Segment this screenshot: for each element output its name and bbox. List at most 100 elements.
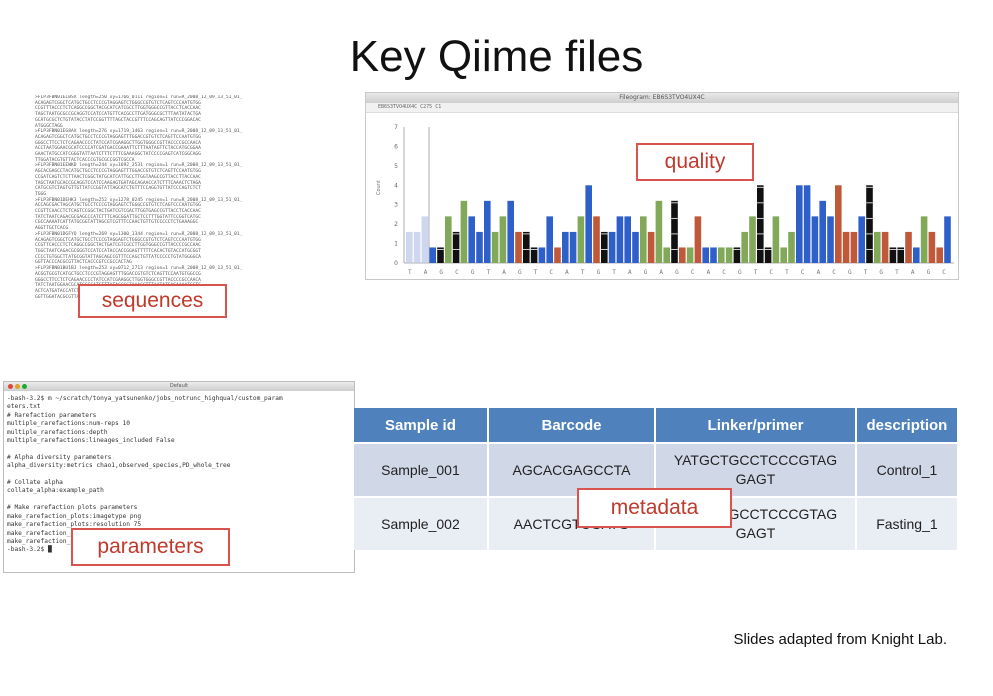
quality-bar: [897, 247, 904, 263]
chromatogram-window: Fileogram: EB6S3TVO4UX4C EB6S3TVO4UX4C C…: [365, 92, 959, 280]
base-call-label: T: [754, 269, 758, 276]
base-call-label: A: [565, 269, 569, 276]
quality-bar: [484, 200, 491, 263]
close-dot-icon[interactable]: [8, 384, 13, 389]
base-call-label: G: [848, 269, 852, 276]
sequence-line: TATCTAATCAGACGCGAGCCCATCTTTCAGCGGATTGCTC…: [35, 214, 201, 220]
base-call-label: C: [769, 269, 773, 276]
sequence-line: ACCAGCGACTAGCATGCTGCCTCCCGTAGGAGTCTGGGCC…: [35, 203, 201, 209]
credit-text: Slides adapted from Knight Lab.: [733, 631, 947, 648]
terminal-line: eters.txt: [7, 403, 41, 411]
zoom-dot-icon[interactable]: [22, 384, 27, 389]
terminal-line: multiple_rarefactions:depth: [7, 428, 108, 436]
quality-bar: [593, 216, 600, 263]
quality-bar: [913, 247, 920, 263]
base-call-label: C: [942, 269, 946, 276]
quality-bar: [413, 231, 421, 263]
base-call-label: A: [424, 269, 428, 276]
quality-bar: [718, 247, 725, 263]
base-call-label: A: [502, 269, 506, 276]
cell-sample-id: Sample_002: [354, 496, 489, 550]
sequence-line: AGGTTGCTCACG: [35, 226, 69, 232]
quality-bar: [827, 216, 834, 263]
quality-bar: [928, 231, 936, 263]
base-call-label: G: [644, 269, 648, 276]
sequence-line: TGGCTAATCAGACGCGGGTCCATCCATACCACCGGAGTTT…: [35, 248, 201, 254]
sequence-line: TAGCTAATGCGCCGCAGGTCCATCCATGTTCACGCCTTGA…: [35, 112, 201, 118]
base-call-label: A: [628, 269, 632, 276]
quality-bar: [772, 216, 780, 263]
base-call-label: G: [879, 269, 883, 276]
quality-bar: [663, 247, 670, 263]
sequence-line: >FLP3FBN01BU1BJ length=253 xy=0712_2713 …: [35, 266, 243, 272]
base-call-label: G: [738, 269, 742, 276]
y-tick-label: 6: [394, 143, 398, 150]
quality-bar: [796, 185, 803, 263]
sequence-line: ACAGAGTCGGCTCATGCTGCCTCCCGTAGGAGTCTGGGCC…: [35, 237, 201, 243]
base-call-label: G: [439, 269, 443, 276]
quality-label: quality: [636, 143, 754, 181]
table-header-row: Sample id Barcode Linker/primer descript…: [354, 408, 957, 443]
quality-bar: [694, 216, 702, 263]
quality-bar: [445, 216, 452, 263]
header-description: description: [855, 408, 957, 443]
slide-title: Key Qiime files: [349, 32, 644, 81]
terminal-line: make_rarefaction_plots:imagetype png: [7, 512, 142, 520]
quality-bar: [608, 231, 616, 263]
terminal-output: -bash-3.2$ m ~/scratch/tonya_yatsunenko/…: [4, 391, 354, 559]
y-tick-label: 3: [394, 202, 398, 209]
sequence-line: TGGG: [35, 191, 47, 197]
sequence-line: GAACTATGCCATCGGGTATTAATCTTTCTTTCGAAAGGCT…: [35, 152, 201, 158]
base-call-label: T: [785, 269, 789, 276]
header-linker-primer: Linker/primer: [655, 408, 857, 443]
terminal-line: -bash-3.2$ m ~/scratch/tonya_yatsunenko/…: [7, 395, 283, 402]
terminal-line: # Alpha diversity parameters: [7, 453, 112, 461]
base-call-label: T: [864, 269, 868, 276]
base-call-label: G: [518, 269, 522, 276]
sequence-line: >FLP3FBN01DEHK3 length=252 xy=1278_0245 …: [35, 197, 243, 203]
quality-bar: [406, 231, 413, 263]
y-tick-label: 2: [394, 221, 398, 228]
table-row: Sample_001 AGCACGAGCCTA YATGCTGCCTCCCGTA…: [354, 442, 957, 497]
quality-bar: [920, 216, 928, 263]
quality-bar: [421, 216, 429, 263]
minimize-dot-icon[interactable]: [15, 384, 20, 389]
sequence-line: TTGGATACGTGTTACTCACCCGTGCGCCGGTCGCCA: [35, 157, 135, 163]
quality-bar: [554, 247, 561, 263]
sequence-line: >FLP3FBN01ELBSX length=250 xy=1766_0111 …: [35, 95, 243, 100]
base-call-label: T: [534, 269, 538, 276]
quality-bar: [725, 247, 733, 263]
quality-bar: [936, 247, 943, 263]
terminal-line: multiple_rarefactions:num-reps 10: [7, 420, 130, 428]
quality-bar: [858, 216, 865, 263]
quality-bar: [803, 185, 811, 263]
base-call-label: G: [675, 269, 679, 276]
sequence-line: ACAGAGTCGGCTCATGCTGCCTCCCGTAGGAGTCTGGGCC…: [35, 100, 201, 106]
sequence-line: >FLP3FBN01DGFYQ length=269 xy=1300_1344 …: [35, 231, 243, 237]
y-tick-label: 7: [394, 124, 398, 131]
sequence-line: CATGCGTCTAGTGTTGTTATCCGGTATTAGCATCTGTTTC…: [35, 186, 201, 192]
sequence-line: >FLP3FBN01EG8AX length=276 xy=1719_1463 …: [35, 129, 243, 135]
quality-bar: [530, 247, 538, 263]
quality-bar: [476, 231, 483, 263]
quality-bar: [601, 231, 608, 263]
quality-bar: [889, 247, 897, 263]
metadata-table: Sample id Barcode Linker/primer descript…: [354, 408, 957, 550]
quality-bar: [491, 231, 499, 263]
header-barcode: Barcode: [487, 408, 657, 443]
base-call-label: T: [487, 269, 491, 276]
quality-bar: [679, 247, 686, 263]
quality-bar: [850, 231, 858, 263]
cell-linker-primer: YATGCTGCCTCCCGTAG GAGT: [655, 496, 857, 550]
y-tick-label: 1: [394, 241, 398, 248]
terminal-line: [7, 445, 351, 453]
quality-bar: [874, 231, 881, 263]
chromatogram-toolbar: EB6S3TVO4UX4C C275 C1: [366, 103, 958, 113]
quality-bar: [616, 216, 624, 263]
window-controls: [8, 384, 29, 393]
quality-bar: [733, 247, 741, 263]
quality-bar: [788, 231, 795, 263]
sequence-line: AGCACGAGCCTACATGCTGCCTCCCGTAGGAGTTTGGACC…: [35, 169, 201, 175]
base-call-label: A: [817, 269, 821, 276]
quality-bar: [546, 216, 553, 263]
